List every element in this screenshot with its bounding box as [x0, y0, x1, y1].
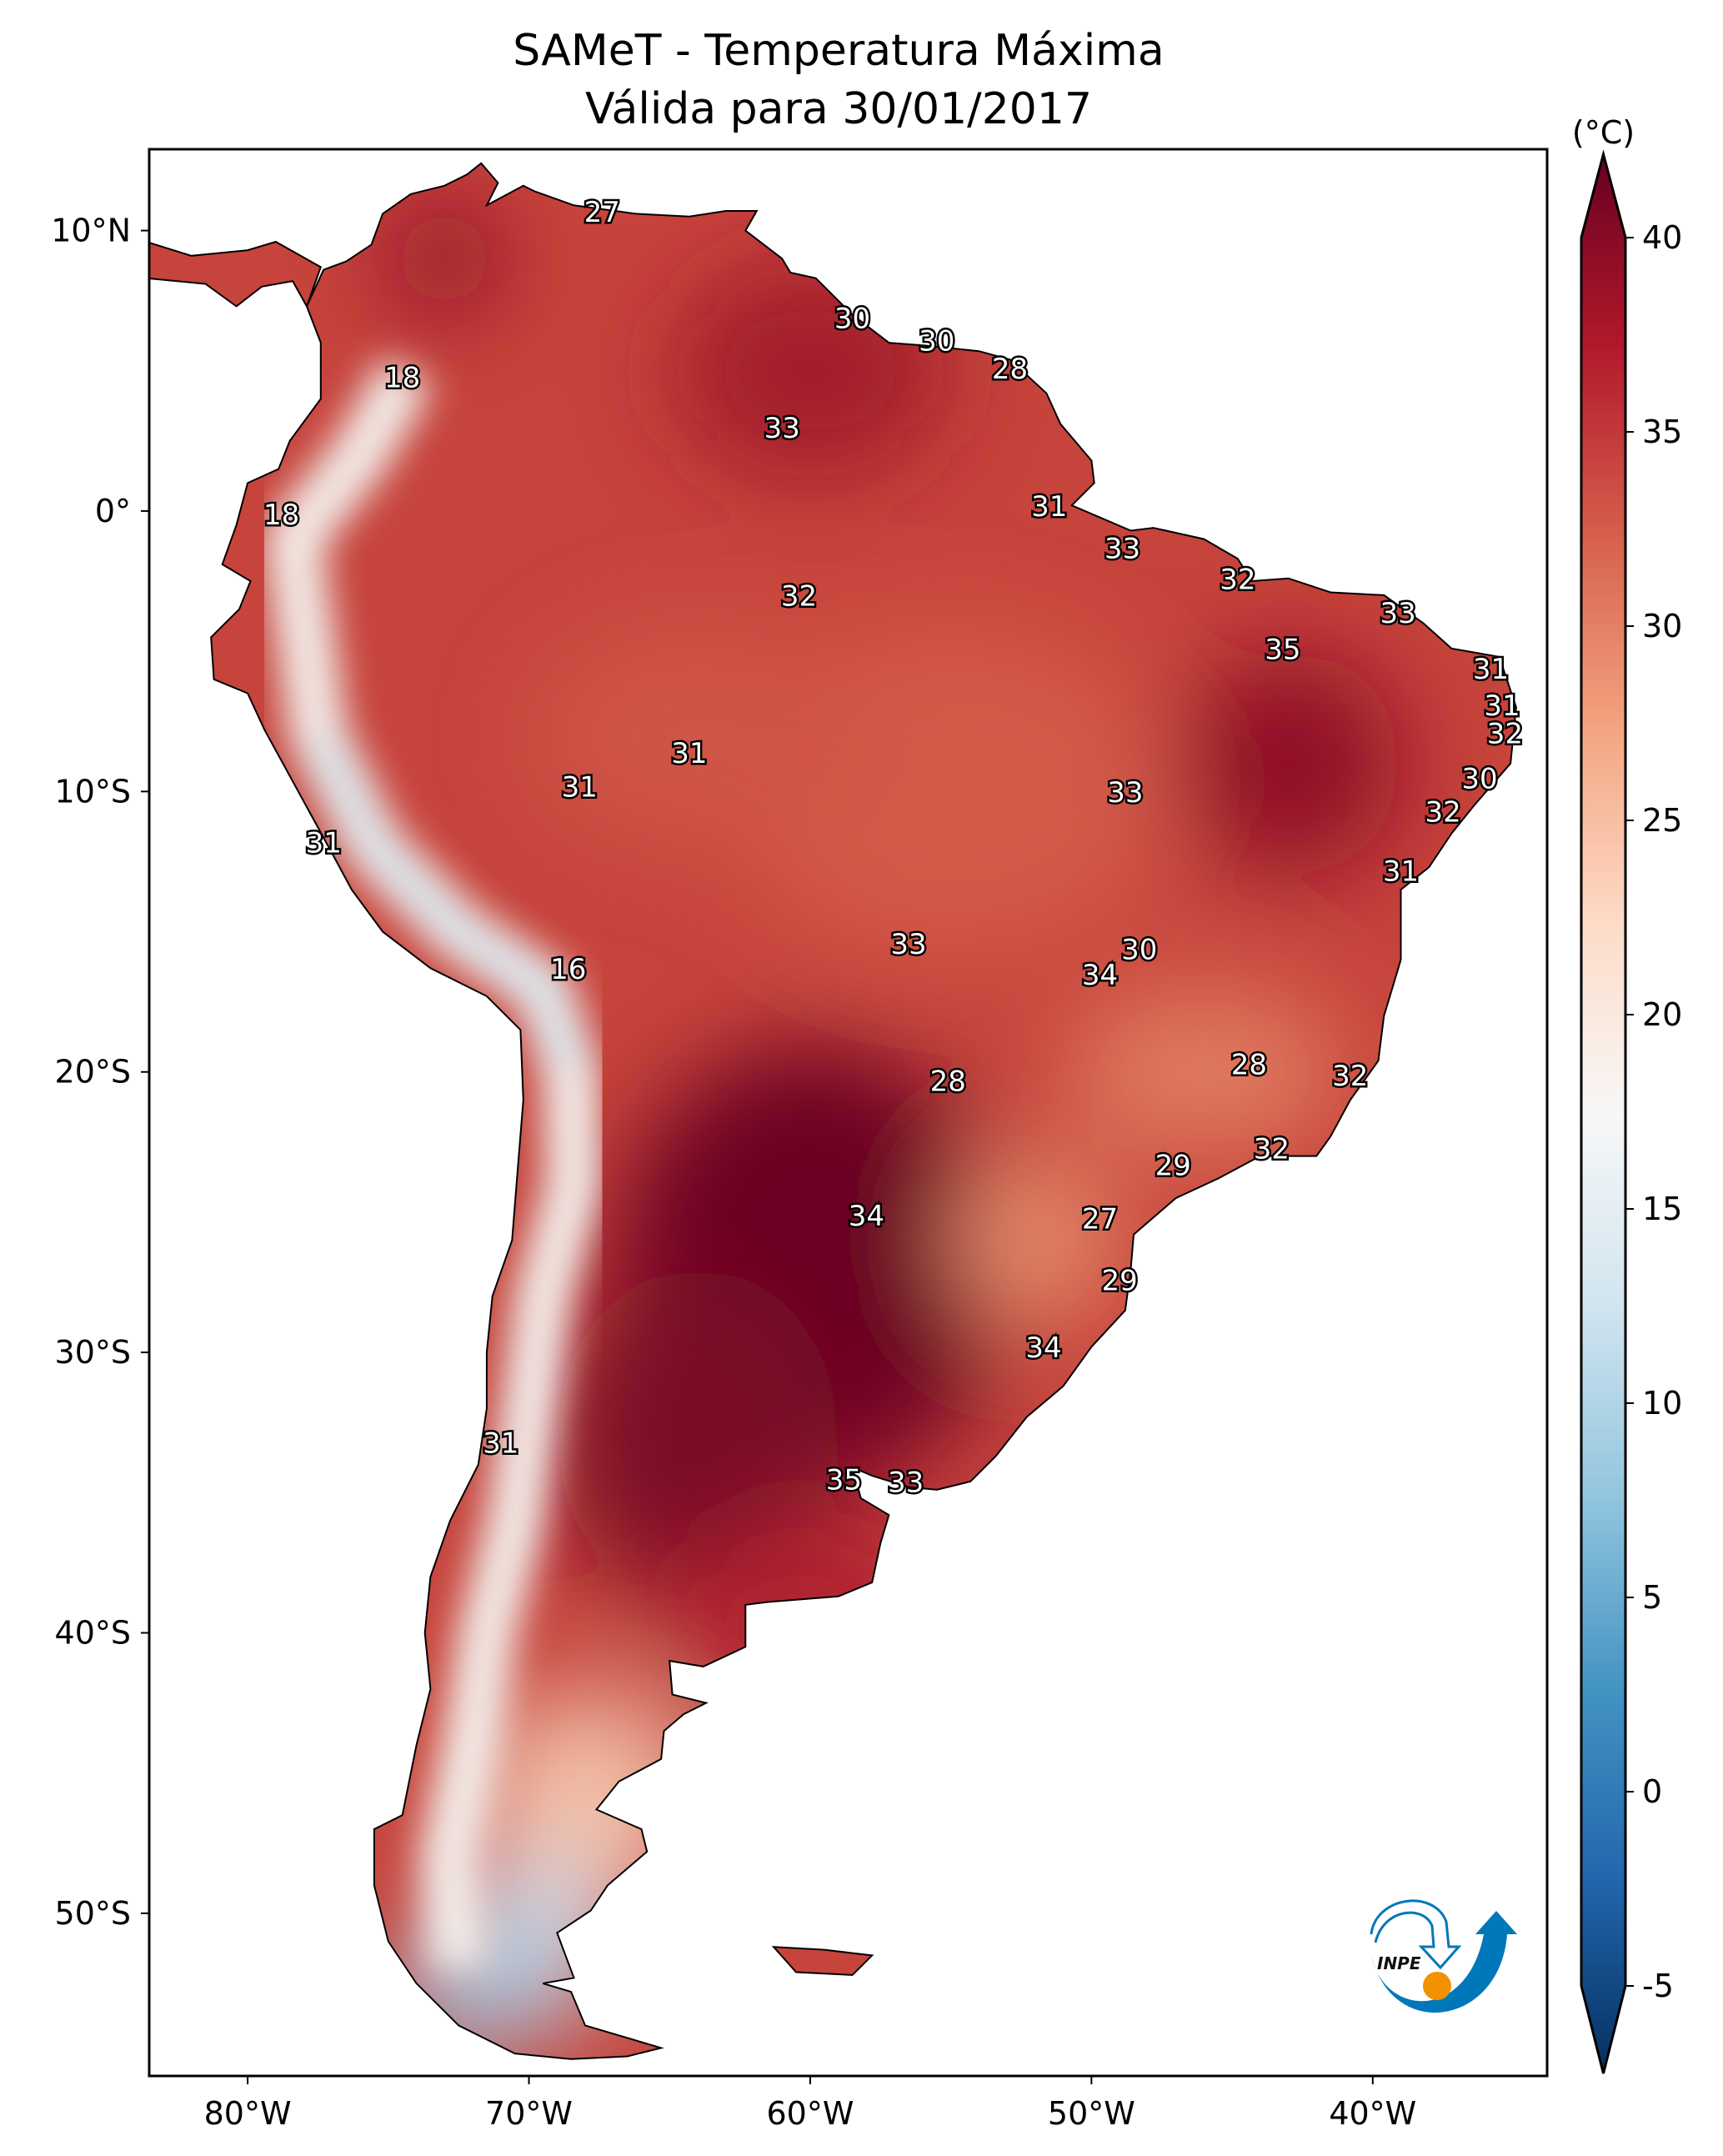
station-temperature-label: 34: [1025, 1331, 1061, 1365]
station-temperature-label: 34: [1082, 959, 1118, 992]
station-temperature-label: 31: [671, 737, 707, 770]
station-temperature-label: 30: [1461, 762, 1497, 795]
y-tick-label: 40°S: [55, 1615, 131, 1652]
station-temperature-label: 30: [919, 325, 954, 358]
y-tick-label: 20°S: [55, 1054, 131, 1091]
map-frame: [148, 148, 1549, 2078]
temperature-blob: [528, 623, 867, 848]
colorbar-tick-label: 15: [1642, 1191, 1682, 1227]
colorbar-tick-label: 0: [1642, 1773, 1662, 1810]
y-tick-label: 10°N: [51, 213, 131, 249]
y-tick-label: 50°S: [55, 1895, 131, 1932]
station-temperature-label: 34: [849, 1200, 884, 1233]
colorbar-unit: (°C): [1572, 114, 1635, 151]
map-title: SAMeT - Temperatura Máxima: [513, 26, 1164, 76]
andes-cool-band: [263, 356, 604, 1972]
station-temperature-label: 28: [1231, 1048, 1267, 1081]
station-temperature-label: 32: [1487, 718, 1523, 751]
colorbar-tick-label: 40: [1642, 219, 1682, 256]
map-subtitle: Válida para 30/01/2017: [585, 84, 1092, 134]
station-temperature-label: 18: [384, 361, 420, 394]
colorbar-tick-label: 25: [1642, 802, 1682, 839]
colorbar-tick-label: 5: [1642, 1579, 1662, 1616]
station-temperature-label: 29: [1101, 1265, 1137, 1298]
station-temperature-label: 33: [1107, 776, 1143, 810]
coastline: [149, 162, 1517, 2060]
x-tick-label: 80°W: [204, 2095, 292, 2132]
station-temperature-label: 35: [1265, 634, 1300, 667]
station-temperature-label: 28: [930, 1065, 966, 1099]
y-tick-label: 10°S: [55, 773, 131, 810]
colorbar: -5 0 5 10 15 20 25 30 35 40 (°C): [1572, 114, 1682, 2074]
temperature-blob: [1175, 651, 1401, 876]
temperature-blob: [950, 1156, 1119, 1325]
station-temperature-label: 16: [550, 953, 586, 986]
station-temperature-label: 32: [1425, 796, 1461, 830]
station-temperature-label: 31: [1484, 689, 1520, 723]
station-temperature-label: 32: [1220, 564, 1255, 597]
station-temperature-label: 27: [1082, 1203, 1118, 1236]
station-temperature-label: 31: [1473, 653, 1509, 686]
station-temperature-label: 31: [306, 827, 342, 860]
station-temperature-label: 27: [584, 196, 620, 229]
x-tick-label: 70°W: [485, 2095, 573, 2132]
andes-cold-core: [307, 730, 584, 1076]
station-temperature-label: 33: [890, 928, 926, 961]
axis-ticks: 80°W 70°W 60°W 50°W 40°W 10°N 0° 10°S 20°S 30°S 40…: [51, 213, 1416, 2132]
station-temperature-label: 31: [483, 1427, 518, 1461]
station-temperature-label: 33: [764, 412, 800, 445]
y-tick-label: 30°S: [55, 1334, 131, 1371]
colorbar-tick-label: 10: [1642, 1385, 1682, 1421]
temperature-blob: [557, 1268, 839, 1605]
x-tick-label: 50°W: [1048, 2095, 1135, 2132]
temperature-field: [149, 163, 1516, 2059]
station-temperature-label: 31: [562, 770, 598, 804]
station-temperature-label: 32: [781, 580, 817, 614]
temperature-blob: [669, 258, 951, 484]
station-temperature-label: 31: [1383, 855, 1419, 888]
station-temperature-label: 35: [826, 1463, 862, 1497]
temperature-blob: [1063, 987, 1345, 1156]
station-temperature-label: 28: [992, 353, 1028, 386]
colorbar-tick-label: 35: [1642, 414, 1682, 450]
station-temperature-label: 32: [1254, 1132, 1290, 1166]
inpe-logo: INPE: [1370, 1899, 1517, 2013]
station-temperature-label: 30: [1121, 934, 1157, 967]
station-temperature-label: 29: [1155, 1150, 1191, 1183]
station-temperature-label: 33: [888, 1467, 924, 1500]
temperature-blob: [388, 202, 501, 315]
station-temperature-label: 33: [1380, 597, 1416, 630]
station-temperature-label: 33: [1104, 533, 1140, 566]
station-temperature-label: 32: [1332, 1060, 1368, 1093]
station-temperature-label: 31: [1031, 490, 1067, 524]
x-tick-label: 40°W: [1329, 2095, 1416, 2132]
inpe-logo-text: INPE: [1377, 1953, 1421, 1973]
temperature-blob: [669, 1521, 951, 1745]
colorbar-tick-label: 30: [1642, 608, 1682, 644]
colorbar-tick-label: 20: [1642, 996, 1682, 1033]
station-temperature-label: 18: [263, 499, 299, 532]
station-temperature-label: 30: [834, 303, 870, 336]
y-tick-label: 0°: [95, 493, 131, 529]
colorbar-tick-label: -5: [1642, 1968, 1674, 2004]
x-tick-label: 60°W: [766, 2095, 854, 2132]
